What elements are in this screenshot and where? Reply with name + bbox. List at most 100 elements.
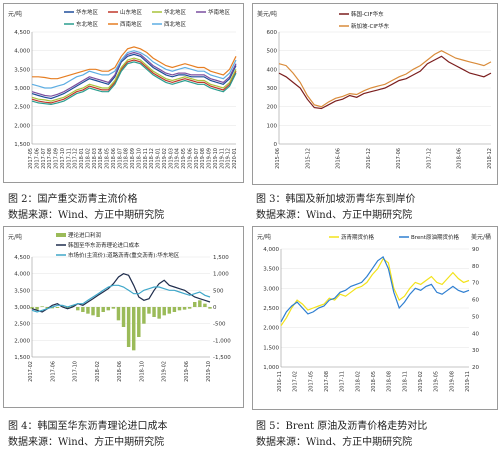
x-tick-label: 2015-06: [275, 148, 281, 169]
bar-mark: [116, 307, 121, 321]
bar-mark: [40, 306, 44, 307]
series-line: [31, 61, 237, 106]
x-tick-label: 2018-11: [402, 371, 408, 392]
y2-tick-label: -1,500: [213, 355, 231, 361]
y-tick-label: 1,000: [263, 365, 279, 371]
x-tick-label: 2016-11: [277, 371, 283, 392]
y-tick-label: 3,000: [14, 305, 30, 311]
y-tick-label: 100: [267, 123, 278, 129]
series-line: [31, 51, 237, 97]
x-tick-label: 2016-12: [366, 148, 372, 169]
x-tick-label: 2017-05: [28, 148, 34, 169]
x-tick-label: 2018-07: [117, 148, 123, 169]
x-tick-label: 2018-06: [111, 148, 117, 169]
x-tick-label: 2017-09: [54, 148, 60, 169]
series-line: [32, 46, 237, 80]
x-tick-label: 2018-05: [105, 148, 111, 169]
legend-label: 新加坡-CIF华东: [351, 22, 390, 30]
bar-mark: [86, 307, 90, 314]
bar-mark: [55, 307, 60, 308]
y-tick-label: 4,500: [14, 30, 30, 36]
x-tick-label: 2019-11: [219, 148, 225, 169]
y2-tick-label: 40: [472, 331, 479, 337]
y-tick-label: 300: [267, 86, 278, 92]
y-tick-label: 500: [267, 49, 278, 55]
x-tick-label: 2017-07: [41, 148, 47, 169]
x-tick-label: 2018-05: [371, 371, 377, 392]
y-tick-label: 4,000: [263, 247, 279, 253]
x-tick-label: 2018-09: [130, 148, 136, 169]
x-tick-label: 2017-02: [293, 371, 299, 392]
unit2-label: 美元/桶: [471, 233, 491, 241]
x-tick-label: 2018-02: [355, 371, 361, 392]
x-tick-label: 2019-04: [175, 148, 181, 169]
chart-panel-4: 元/吨 美元/桶 4,000 3,500 3,000 2,500 2,000 1,500 1,0…: [252, 226, 498, 410]
x-tick-label: 2018-12: [149, 148, 155, 169]
y-tick-label: 3,500: [263, 267, 279, 273]
chart-1-svg: 元/吨4,5004,0003,5003,0002,5002,0001,50020…: [8, 8, 238, 169]
y-tick-label: 4,000: [14, 272, 30, 278]
chart-panel-2: 美元/吨 600 500 400 300 200 100 0 2015-06 2015-12 201…: [252, 3, 498, 185]
y-tick-label: 2,000: [263, 326, 279, 332]
y2-tick-label: 60: [472, 298, 479, 304]
x-tick-label: 2019-05: [434, 371, 440, 392]
bar-mark: [177, 307, 182, 311]
bar-mark: [162, 307, 166, 316]
bar-mark: [111, 307, 116, 309]
y2-tick-label: 500: [213, 288, 224, 294]
x-tick-label: 2017-05: [308, 371, 314, 392]
legend-label: 西南地区: [120, 20, 143, 28]
x-tick-label: 2019-07: [194, 148, 200, 169]
bar-mark: [172, 307, 177, 312]
x-tick-label: 2018-10: [136, 148, 142, 169]
legend-label: 东北地区: [76, 20, 99, 28]
x-tick-label: 2018-01: [79, 148, 85, 169]
x-tick-label: 2018-08: [124, 148, 130, 169]
y-tick-label: 4,500: [14, 255, 30, 261]
y2-tick-label: 80: [472, 264, 479, 270]
y2-tick-label: 1,500: [213, 255, 229, 261]
bar-mark: [126, 307, 131, 347]
y2-tick-label: 20: [472, 365, 479, 371]
x-tick-label: 2018-04: [98, 148, 104, 169]
x-tick-label: 2019-02: [162, 361, 168, 382]
y-tick-label: 2,000: [14, 123, 30, 129]
x-tick-label: 2019-01: [156, 148, 162, 169]
chart-4-svg: 元/吨 美元/桶 4,000 3,500 3,000 2,500 2,000 1,500 1,0…: [257, 233, 491, 392]
x-tick-label: 2019-05: [181, 148, 187, 169]
chart-panel-3: 元/吨 4,500 4,000 3,500 3,000 2,500 2,000 1,500 1,…: [3, 226, 244, 408]
legend-label: 韩国至华东沥青理论进口成本: [68, 241, 140, 249]
series-line: [280, 257, 470, 327]
bar-mark: [198, 300, 202, 307]
series-line: [278, 55, 492, 110]
bar-mark: [81, 307, 85, 312]
legend-label: 韩国-CIF华东: [351, 10, 384, 18]
y-tick-label: 600: [267, 30, 278, 36]
x-tick-label: 2018-02: [85, 148, 91, 169]
x-tick-label: 2015-12: [305, 148, 311, 169]
x-tick-label: 2018-10: [139, 361, 145, 382]
x-tick-label: 2019-10: [206, 361, 212, 382]
bar-mark: [45, 307, 49, 309]
caption-fig3: 图 3：韩国及新加坡沥青华东到岸价: [256, 194, 416, 205]
y-tick-label: 2,500: [14, 322, 30, 328]
bar-mark: [50, 307, 55, 309]
x-tick-label: 2019-03: [168, 148, 174, 169]
bar-mark: [30, 307, 34, 309]
y2-tick-label: -500: [213, 322, 226, 328]
x-tick-label: 2017-06: [396, 148, 402, 169]
bar-mark: [182, 307, 187, 310]
bar-mark: [70, 305, 75, 307]
legend-label: 华东地区: [76, 8, 99, 16]
bar-mark: [147, 307, 151, 314]
bar-mark: [137, 307, 141, 337]
x-tick-label: 2019-10: [213, 148, 219, 169]
x-tick-label: 2017-12: [426, 148, 432, 169]
bar-mark: [101, 307, 105, 312]
x-tick-label: 2018-06: [457, 148, 463, 169]
x-tick-label: 2017-12: [73, 148, 79, 169]
unit-label: 元/吨: [257, 233, 271, 241]
x-tick-label: 2019-09: [207, 148, 213, 169]
caption-fig4: 图 4：韩国至华东沥青理论进口成本: [8, 421, 168, 432]
